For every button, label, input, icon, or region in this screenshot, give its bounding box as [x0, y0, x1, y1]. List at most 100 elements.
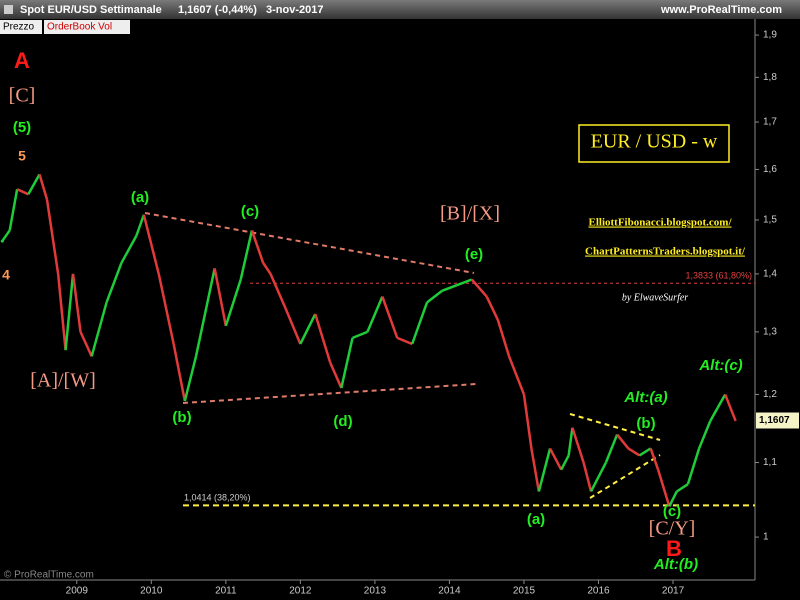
- price-segment: [340, 337, 354, 389]
- y-tick-label: 1,3: [763, 327, 777, 338]
- y-tick-label: 1: [763, 532, 769, 543]
- x-tick-label: 2017: [662, 586, 685, 597]
- y-tick-label: 1,4: [763, 269, 777, 280]
- annotation: [A]/[W]: [30, 370, 96, 392]
- price-segment: [329, 362, 343, 389]
- price-segment: [589, 461, 608, 493]
- trendline: [144, 212, 475, 274]
- price-segment: [299, 313, 317, 345]
- icon: [4, 5, 13, 14]
- price-segment: [194, 268, 216, 357]
- price-segment: [239, 230, 254, 280]
- price-segment: [45, 199, 60, 275]
- price-segment: [537, 448, 552, 492]
- annotation: (5): [13, 119, 31, 136]
- y-tick-label: 1,9: [763, 30, 777, 41]
- last-price-box: [756, 412, 799, 429]
- x-tick-label: 2012: [289, 586, 312, 597]
- price-segment: [16, 188, 29, 196]
- price-segment: [616, 433, 630, 450]
- annotation: ElliottFibonacci.blogspot.com/: [589, 217, 733, 229]
- tab-label[interactable]: Prezzo: [3, 22, 35, 33]
- price-segment: [507, 355, 526, 395]
- annotation: [B]/[X]: [440, 203, 500, 225]
- price-segment: [410, 301, 429, 345]
- x-tick-label: 2011: [215, 586, 237, 597]
- annotation: Alt:(b): [653, 556, 698, 573]
- price-segment: [8, 189, 19, 231]
- x-tick-label: 2009: [66, 586, 89, 597]
- price-segment: [567, 427, 574, 456]
- price-segment: [314, 313, 332, 363]
- annotation: ChartPatternsTraders.blogspot.it/: [585, 246, 746, 258]
- price-segment: [485, 296, 499, 321]
- fib-label: 1,3833 (61,80%): [685, 271, 752, 281]
- x-tick-label: 2013: [364, 586, 387, 597]
- price-segment: [1, 229, 11, 242]
- price-segment: [183, 356, 198, 402]
- y-tick-label: 1,2: [763, 389, 777, 400]
- title-box: [578, 124, 730, 163]
- price-segment: [470, 278, 488, 298]
- price-segment: [71, 273, 82, 333]
- annotation: (c): [663, 503, 681, 520]
- y-tick-label: 1,6: [763, 164, 777, 175]
- annotation: Alt:(c): [698, 357, 742, 374]
- annotation: EUR / USD - w: [591, 131, 718, 153]
- price-segment: [396, 336, 413, 346]
- price-segment: [582, 462, 593, 492]
- annotation: (c): [241, 203, 259, 220]
- price-segment: [262, 262, 272, 275]
- price-segment: [64, 273, 75, 351]
- annotation: [C/Y]: [649, 518, 696, 540]
- trendline: [569, 413, 661, 441]
- annotation: (e): [465, 246, 483, 263]
- price-segment: [90, 302, 108, 357]
- price-segment: [530, 448, 541, 492]
- period: Settimanale: [100, 4, 162, 16]
- price-segment: [496, 319, 511, 357]
- x-tick-label: 2015: [513, 586, 536, 597]
- price-segment: [604, 434, 619, 463]
- price-segment: [522, 394, 533, 449]
- price-segment: [172, 343, 187, 402]
- price-segment: [724, 394, 737, 422]
- y-tick-label: 1,1: [763, 457, 777, 468]
- price-segment: [426, 289, 443, 304]
- price-segment: [352, 330, 368, 340]
- price-segment: [120, 235, 138, 264]
- annotation: A: [14, 48, 30, 73]
- price-segment: [716, 393, 727, 409]
- annotation: [C]: [9, 85, 36, 107]
- x-tick-label: 2010: [140, 586, 163, 597]
- instrument: Spot EUR/USD: [20, 4, 97, 16]
- price-segment: [366, 296, 384, 333]
- price-segment: [548, 447, 563, 471]
- tab-label[interactable]: OrderBook Vol: [47, 22, 112, 33]
- annotation: B: [666, 536, 682, 561]
- tab[interactable]: [0, 20, 42, 34]
- price-segment: [79, 331, 93, 357]
- quote: 1,1607 (-0,44%): [178, 4, 257, 16]
- price-segment: [105, 262, 123, 303]
- price-segment: [656, 469, 671, 507]
- price-segment: [38, 174, 49, 200]
- annotation: (b): [636, 415, 655, 432]
- annotation: by ElwaveSurfer: [622, 292, 688, 303]
- annotation: Alt:(a): [623, 389, 667, 406]
- price-segment: [157, 273, 175, 345]
- price-segment: [571, 427, 585, 463]
- date: 3-nov-2017: [266, 4, 323, 16]
- price-segment: [135, 214, 146, 237]
- annotation: (a): [131, 189, 149, 206]
- header-bar: [0, 0, 800, 19]
- price-segment: [284, 307, 302, 345]
- price-segment: [668, 490, 678, 507]
- price-segment: [142, 214, 160, 275]
- price-segment: [250, 230, 265, 264]
- trendline: [182, 383, 477, 404]
- annotation: (d): [333, 413, 352, 430]
- tab[interactable]: [44, 20, 130, 34]
- price-segment: [676, 483, 689, 493]
